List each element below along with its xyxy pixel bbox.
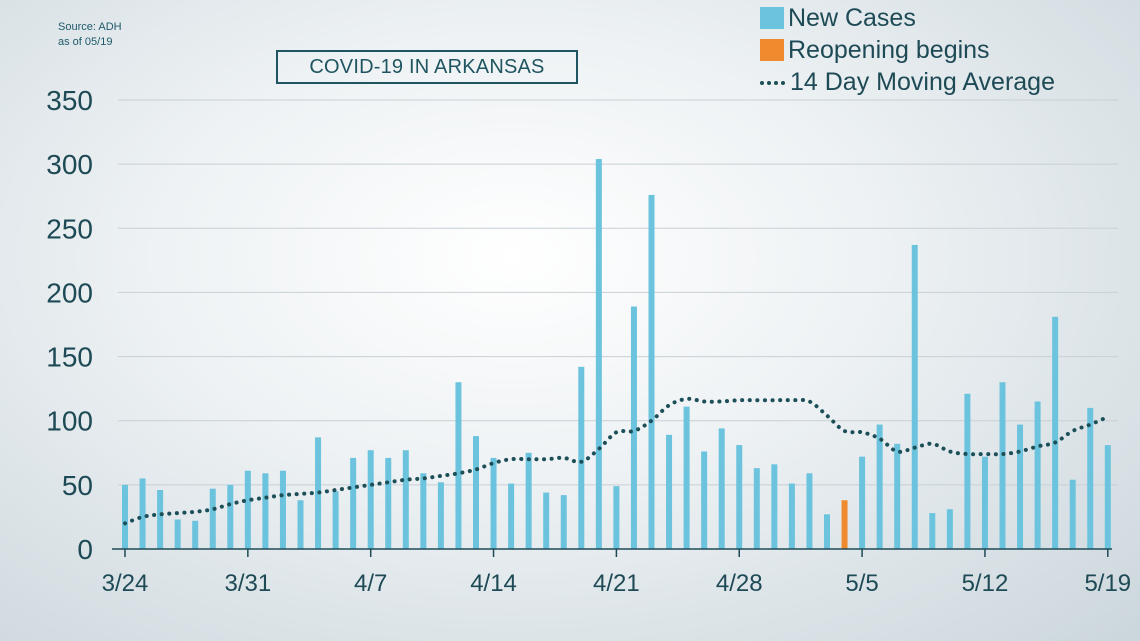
bar-new-cases: [543, 492, 550, 549]
bar-new-cases: [473, 436, 479, 549]
y-tick-label: 100: [46, 406, 93, 437]
gridlines: [118, 99, 1118, 486]
x-tick-label: 5/19: [1084, 570, 1131, 597]
legend-label-reopening: Reopening begins: [788, 35, 990, 64]
y-axis: 0 50 100 150 200 250 300 350: [46, 85, 93, 565]
legend-label-moving-average: 14 Day Moving Average: [790, 67, 1055, 96]
bar-new-cases: [648, 194, 655, 549]
bar-new-cases: [824, 514, 830, 549]
bar-new-cases: [666, 434, 673, 549]
bar-new-cases: [946, 509, 953, 549]
source-note: Source: ADH as of 05/19: [58, 20, 122, 50]
legend-item-new-cases: New Cases: [760, 2, 1055, 34]
bar-new-cases: [859, 456, 866, 549]
bar-new-cases: [525, 452, 532, 549]
moving-average-line: [123, 396, 1110, 526]
bar-new-cases: [981, 456, 988, 549]
bar-new-cases: [929, 513, 936, 549]
bar-new-cases: [613, 486, 620, 549]
x-tick-label: 4/14: [470, 570, 517, 597]
bar-new-cases: [806, 473, 813, 549]
bar-new-cases: [876, 424, 883, 549]
bar-new-cases: [578, 366, 585, 549]
y-tick-label: 250: [46, 213, 93, 244]
bar-new-cases: [332, 491, 339, 549]
bar-new-cases: [1017, 424, 1024, 549]
y-tick-label: 300: [46, 149, 93, 180]
x-tick-label: 3/24: [102, 570, 149, 597]
bar-new-cases: [1034, 401, 1041, 549]
bar-new-cases: [297, 500, 304, 549]
x-axis: 3/24 3/31 4/7 4/14 4/21 4/28 5/5 5/12 5/19: [102, 548, 1131, 597]
legend-item-reopening: Reopening begins: [760, 34, 1055, 66]
bar-new-cases: [894, 443, 901, 549]
bar-new-cases: [455, 382, 462, 549]
source-line: Source: ADH: [58, 21, 122, 33]
bar-new-cases: [157, 489, 164, 549]
legend-swatch-new-cases: [760, 7, 784, 29]
bar-new-cases: [753, 468, 760, 549]
bar-new-cases: [508, 483, 515, 549]
bar-new-cases: [244, 470, 251, 549]
bar-new-cases: [999, 382, 1006, 549]
as-of-line: as of 05/19: [58, 36, 113, 48]
bar-new-cases: [420, 473, 427, 549]
bar-new-cases: [595, 159, 602, 550]
bar-reopening: [841, 500, 848, 549]
bar-new-cases: [1069, 479, 1076, 549]
bar-new-cases: [227, 484, 234, 549]
bar-new-cases: [718, 428, 725, 549]
y-tick-label: 200: [46, 277, 93, 308]
chart-title: COVID-19 IN ARKANSAS: [276, 50, 578, 84]
bar-new-cases: [192, 520, 199, 549]
bar-new-cases: [350, 457, 357, 549]
x-tick-label: 4/21: [593, 570, 640, 597]
bar-new-cases: [683, 406, 690, 549]
bar-new-cases: [437, 482, 444, 549]
bars: [122, 159, 1111, 550]
x-tick-label: 4/7: [354, 570, 387, 597]
legend-swatch-reopening: [760, 39, 784, 61]
legend: New Cases Reopening begins 14 Day Moving…: [760, 2, 1055, 98]
y-tick-label: 50: [62, 470, 93, 501]
bar-new-cases: [560, 495, 567, 549]
bar-new-cases: [367, 450, 374, 549]
y-tick-label: 0: [77, 534, 93, 565]
bar-new-cases: [122, 484, 128, 549]
bar-new-cases: [1087, 407, 1094, 549]
y-tick-label: 350: [46, 85, 93, 116]
legend-swatch-moving-average: [760, 71, 786, 93]
legend-item-moving-average: 14 Day Moving Average: [760, 66, 1055, 98]
bar-new-cases: [1052, 316, 1059, 549]
bar-new-cases: [402, 450, 409, 549]
bar-new-cases: [736, 445, 743, 549]
x-tick-label: 5/12: [962, 570, 1009, 597]
chart-title-text: COVID-19 IN ARKANSAS: [309, 55, 545, 78]
bar-new-cases: [139, 478, 146, 549]
bar-new-cases: [174, 519, 181, 549]
bar-new-cases: [262, 473, 269, 549]
bar-new-cases: [788, 483, 795, 549]
y-tick-label: 150: [46, 342, 93, 373]
bar-new-cases: [630, 306, 637, 549]
bar-new-cases: [209, 488, 216, 549]
bar-new-cases: [490, 457, 497, 549]
bar-new-cases: [385, 457, 392, 549]
bar-new-cases: [701, 451, 708, 549]
legend-label-new-cases: New Cases: [788, 3, 916, 32]
bar-new-cases: [1104, 445, 1111, 549]
bar-new-cases: [911, 244, 918, 549]
bar-new-cases: [964, 393, 971, 549]
bar-new-cases: [279, 470, 286, 549]
x-tick-label: 3/31: [224, 570, 271, 597]
x-tick-label: 4/28: [716, 570, 763, 597]
moving-average-path: [123, 396, 1110, 526]
bar-new-cases: [771, 464, 778, 549]
x-tick-label: 5/5: [845, 570, 878, 597]
